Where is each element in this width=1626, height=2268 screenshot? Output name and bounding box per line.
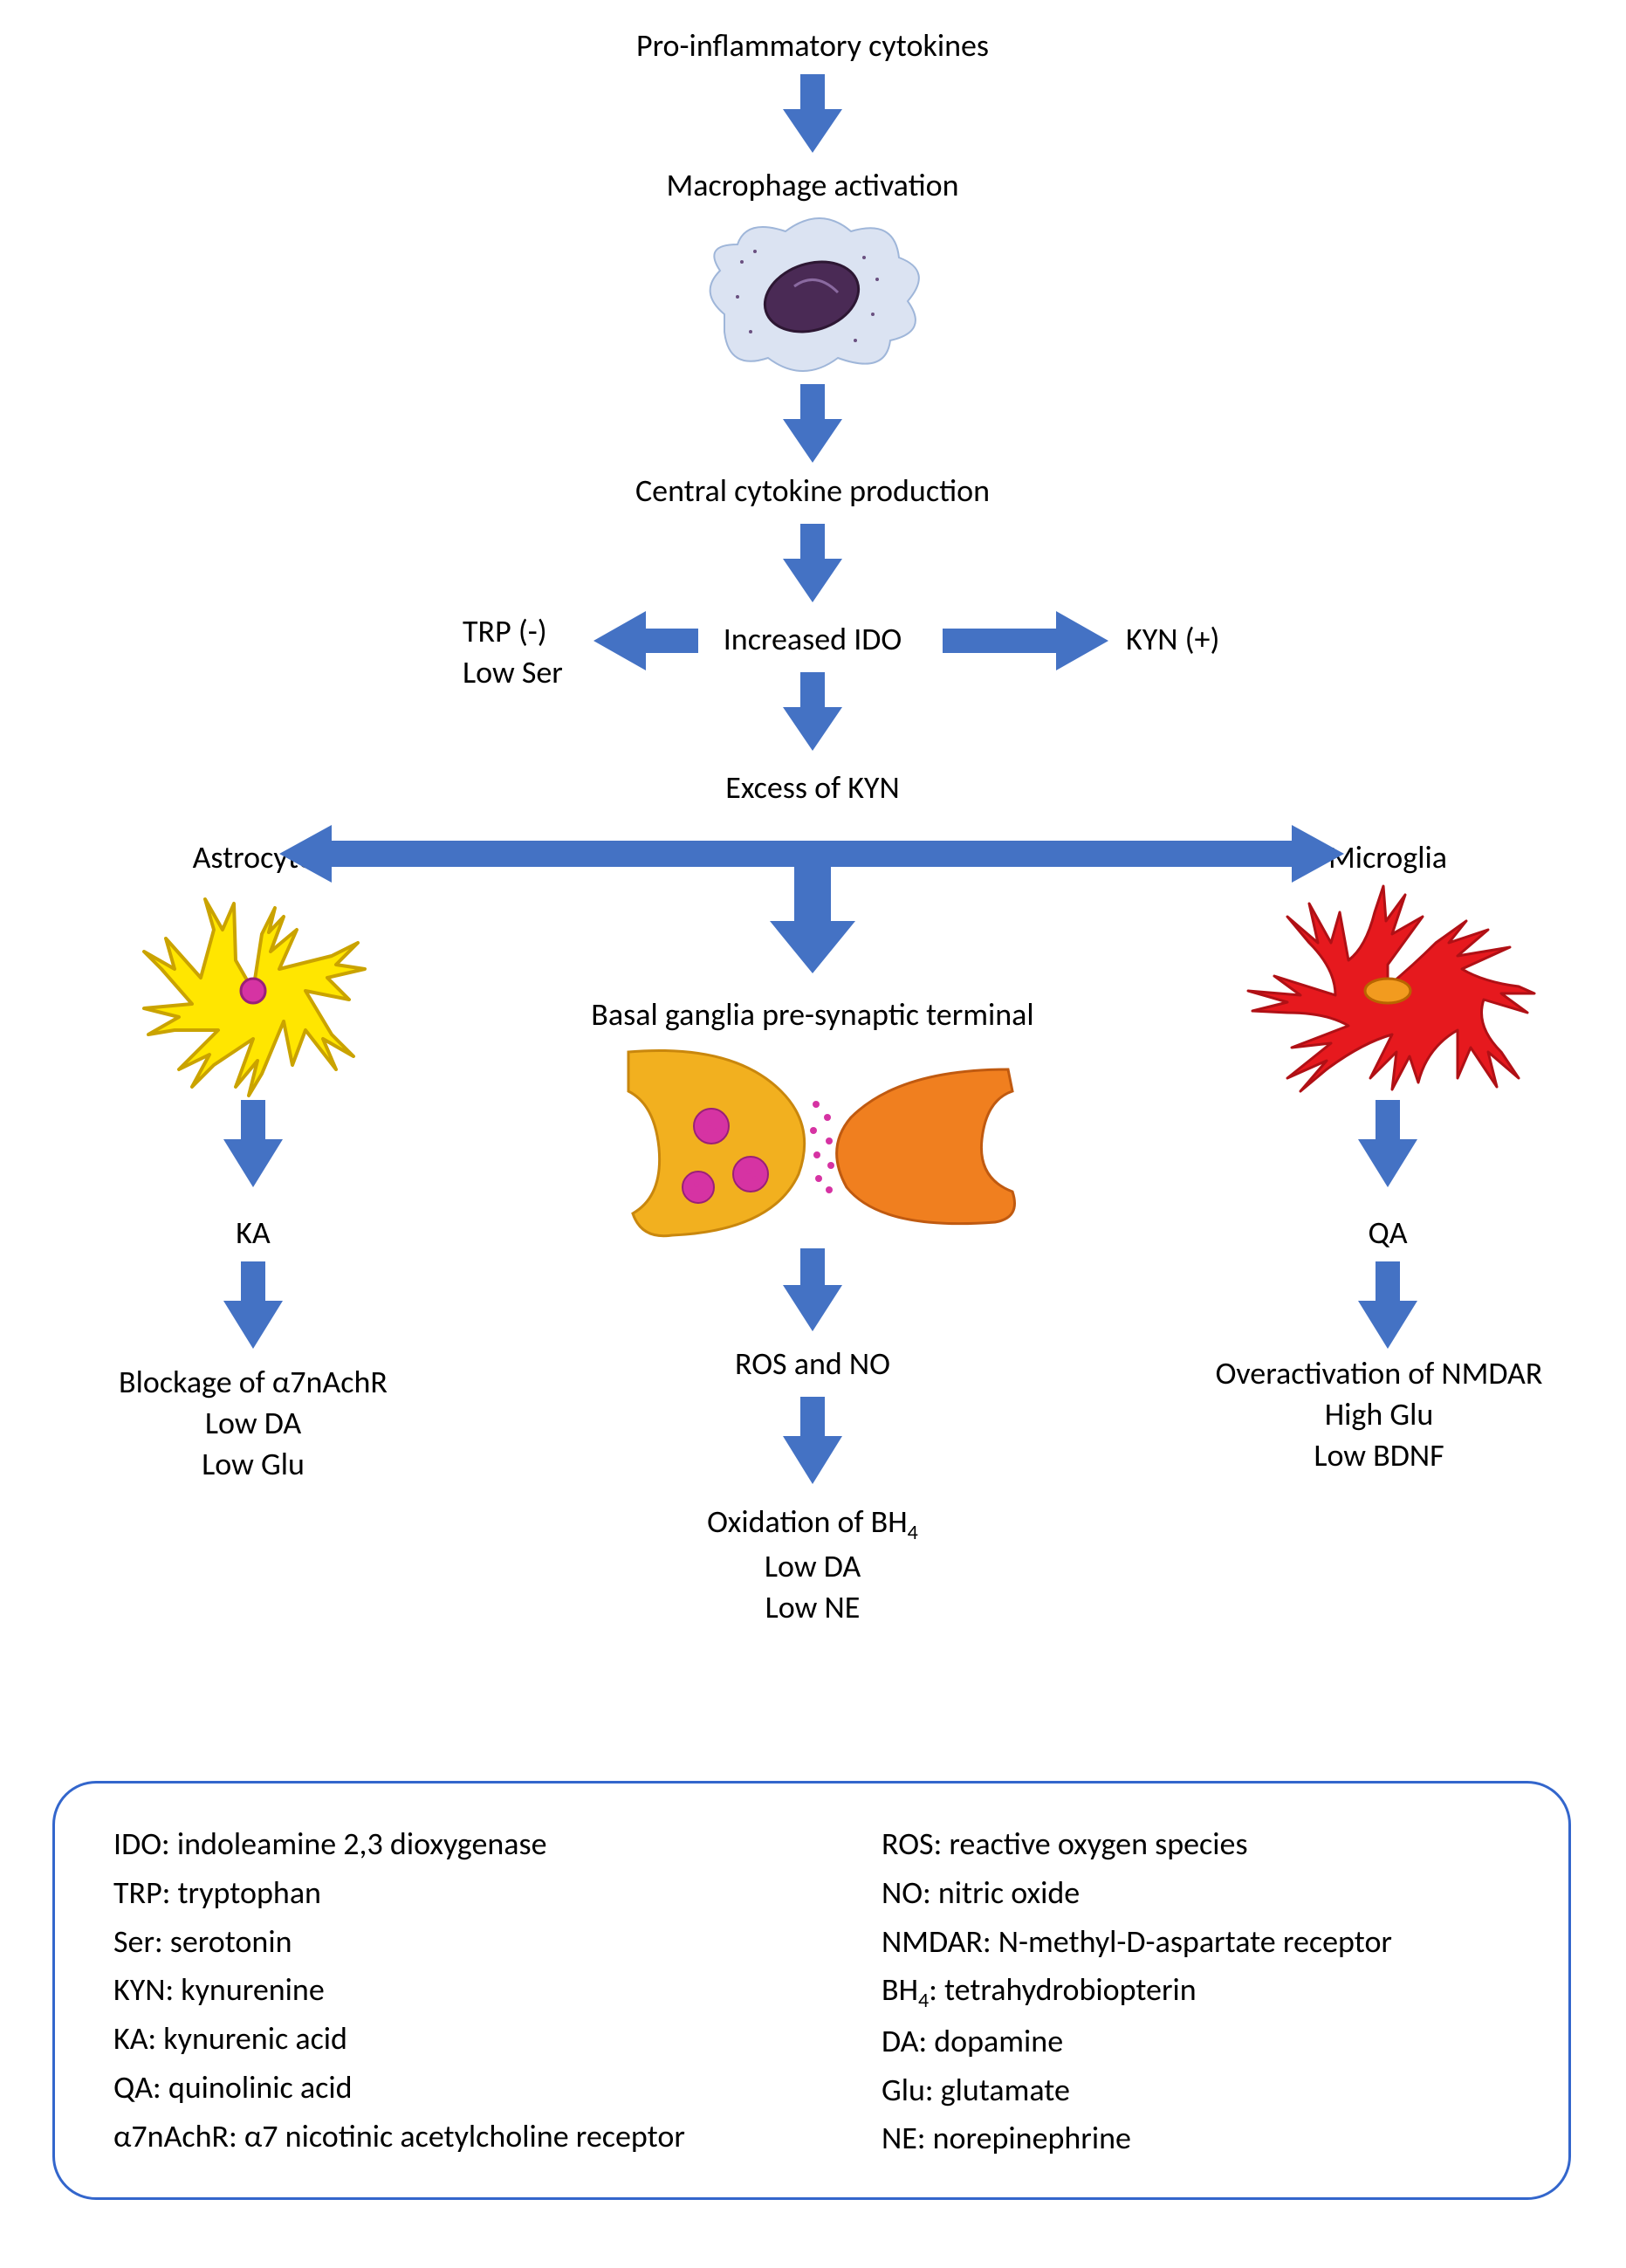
legend-item: NO: nitric oxide — [882, 1869, 1392, 1918]
label-macrophage: Macrophage activation — [666, 166, 958, 204]
legend-item: TRP: tryptophan — [113, 1869, 685, 1918]
legend-item: NMDAR: N-methyl-D-aspartate receptor — [882, 1918, 1392, 1967]
macrophage-icon — [690, 210, 934, 384]
legend-item: Glu: glutamate — [882, 2066, 1392, 2115]
legend-item: KYN: kynurenine — [113, 1966, 685, 2015]
legend-item: DA: dopamine — [882, 2017, 1392, 2066]
label-top: Pro-inflammatory cytokines — [636, 26, 989, 65]
label-qa: QA — [1368, 1213, 1407, 1252]
arrow-2 — [783, 384, 842, 463]
label-qa-out: Overactivation of NMDARHigh GluLow BDNF — [1152, 1353, 1606, 1475]
label-basal: Basal ganglia pre-synaptic terminal — [591, 995, 1033, 1034]
arrow-ido-right — [943, 611, 1108, 670]
legend-item: QA: quinolinic acid — [113, 2064, 685, 2113]
legend-item: NE: norepinephrine — [882, 2114, 1392, 2163]
arrow-micro-2 — [1358, 1261, 1417, 1349]
legend-right: ROS: reactive oxygen species NO: nitric … — [882, 1820, 1392, 2163]
arrow-micro-1 — [1358, 1100, 1417, 1187]
arrow-1 — [783, 74, 842, 153]
label-central: Central cytokine production — [635, 471, 990, 510]
arrow-ido-left — [593, 611, 698, 670]
label-excess: Excess of KYN — [725, 768, 899, 807]
arrow-astro-2 — [223, 1261, 283, 1349]
arrow-syn-2 — [783, 1397, 842, 1484]
microglia-icon — [1239, 882, 1536, 1100]
label-ros: ROS and NO — [735, 1344, 890, 1383]
label-microglia: Microglia — [1328, 838, 1447, 876]
legend-item: BH4: tetrahydrobiopterin — [882, 1966, 1392, 2017]
arrow-astro-1 — [223, 1100, 283, 1187]
legend-item: Ser: serotonin — [113, 1918, 685, 1967]
arrow-4 — [783, 672, 842, 751]
arrow-3 — [783, 524, 842, 602]
legend-item: KA: kynurenic acid — [113, 2015, 685, 2064]
label-ido: Increased IDO — [724, 620, 902, 658]
legend-item: α7nAchR: α7 nicotinic acetylcholine rece… — [113, 2113, 685, 2161]
legend-left: IDO: indoleamine 2,3 dioxygenase TRP: tr… — [113, 1820, 685, 2161]
label-ka: KA — [236, 1213, 271, 1252]
synapse-icon — [611, 1043, 1021, 1244]
legend-item: IDO: indoleamine 2,3 dioxygenase — [113, 1820, 685, 1869]
label-ka-out: Blockage of α7nAchRLow DALow Glu — [52, 1362, 454, 1484]
arrow-syn-1 — [783, 1248, 842, 1331]
arrow-threeway — [279, 825, 1344, 973]
legend-item: ROS: reactive oxygen species — [882, 1820, 1392, 1869]
diagram-canvas: Pro-inflammatory cytokines Macrophage ac… — [0, 0, 1626, 2268]
label-trp: TRP (-)Low Ser — [463, 611, 563, 693]
astrocyte-icon — [131, 882, 375, 1100]
label-ros-out: Oxidation of BH4Low DALow NE — [638, 1502, 987, 1628]
label-kynplus: KYN (+) — [1126, 620, 1219, 658]
